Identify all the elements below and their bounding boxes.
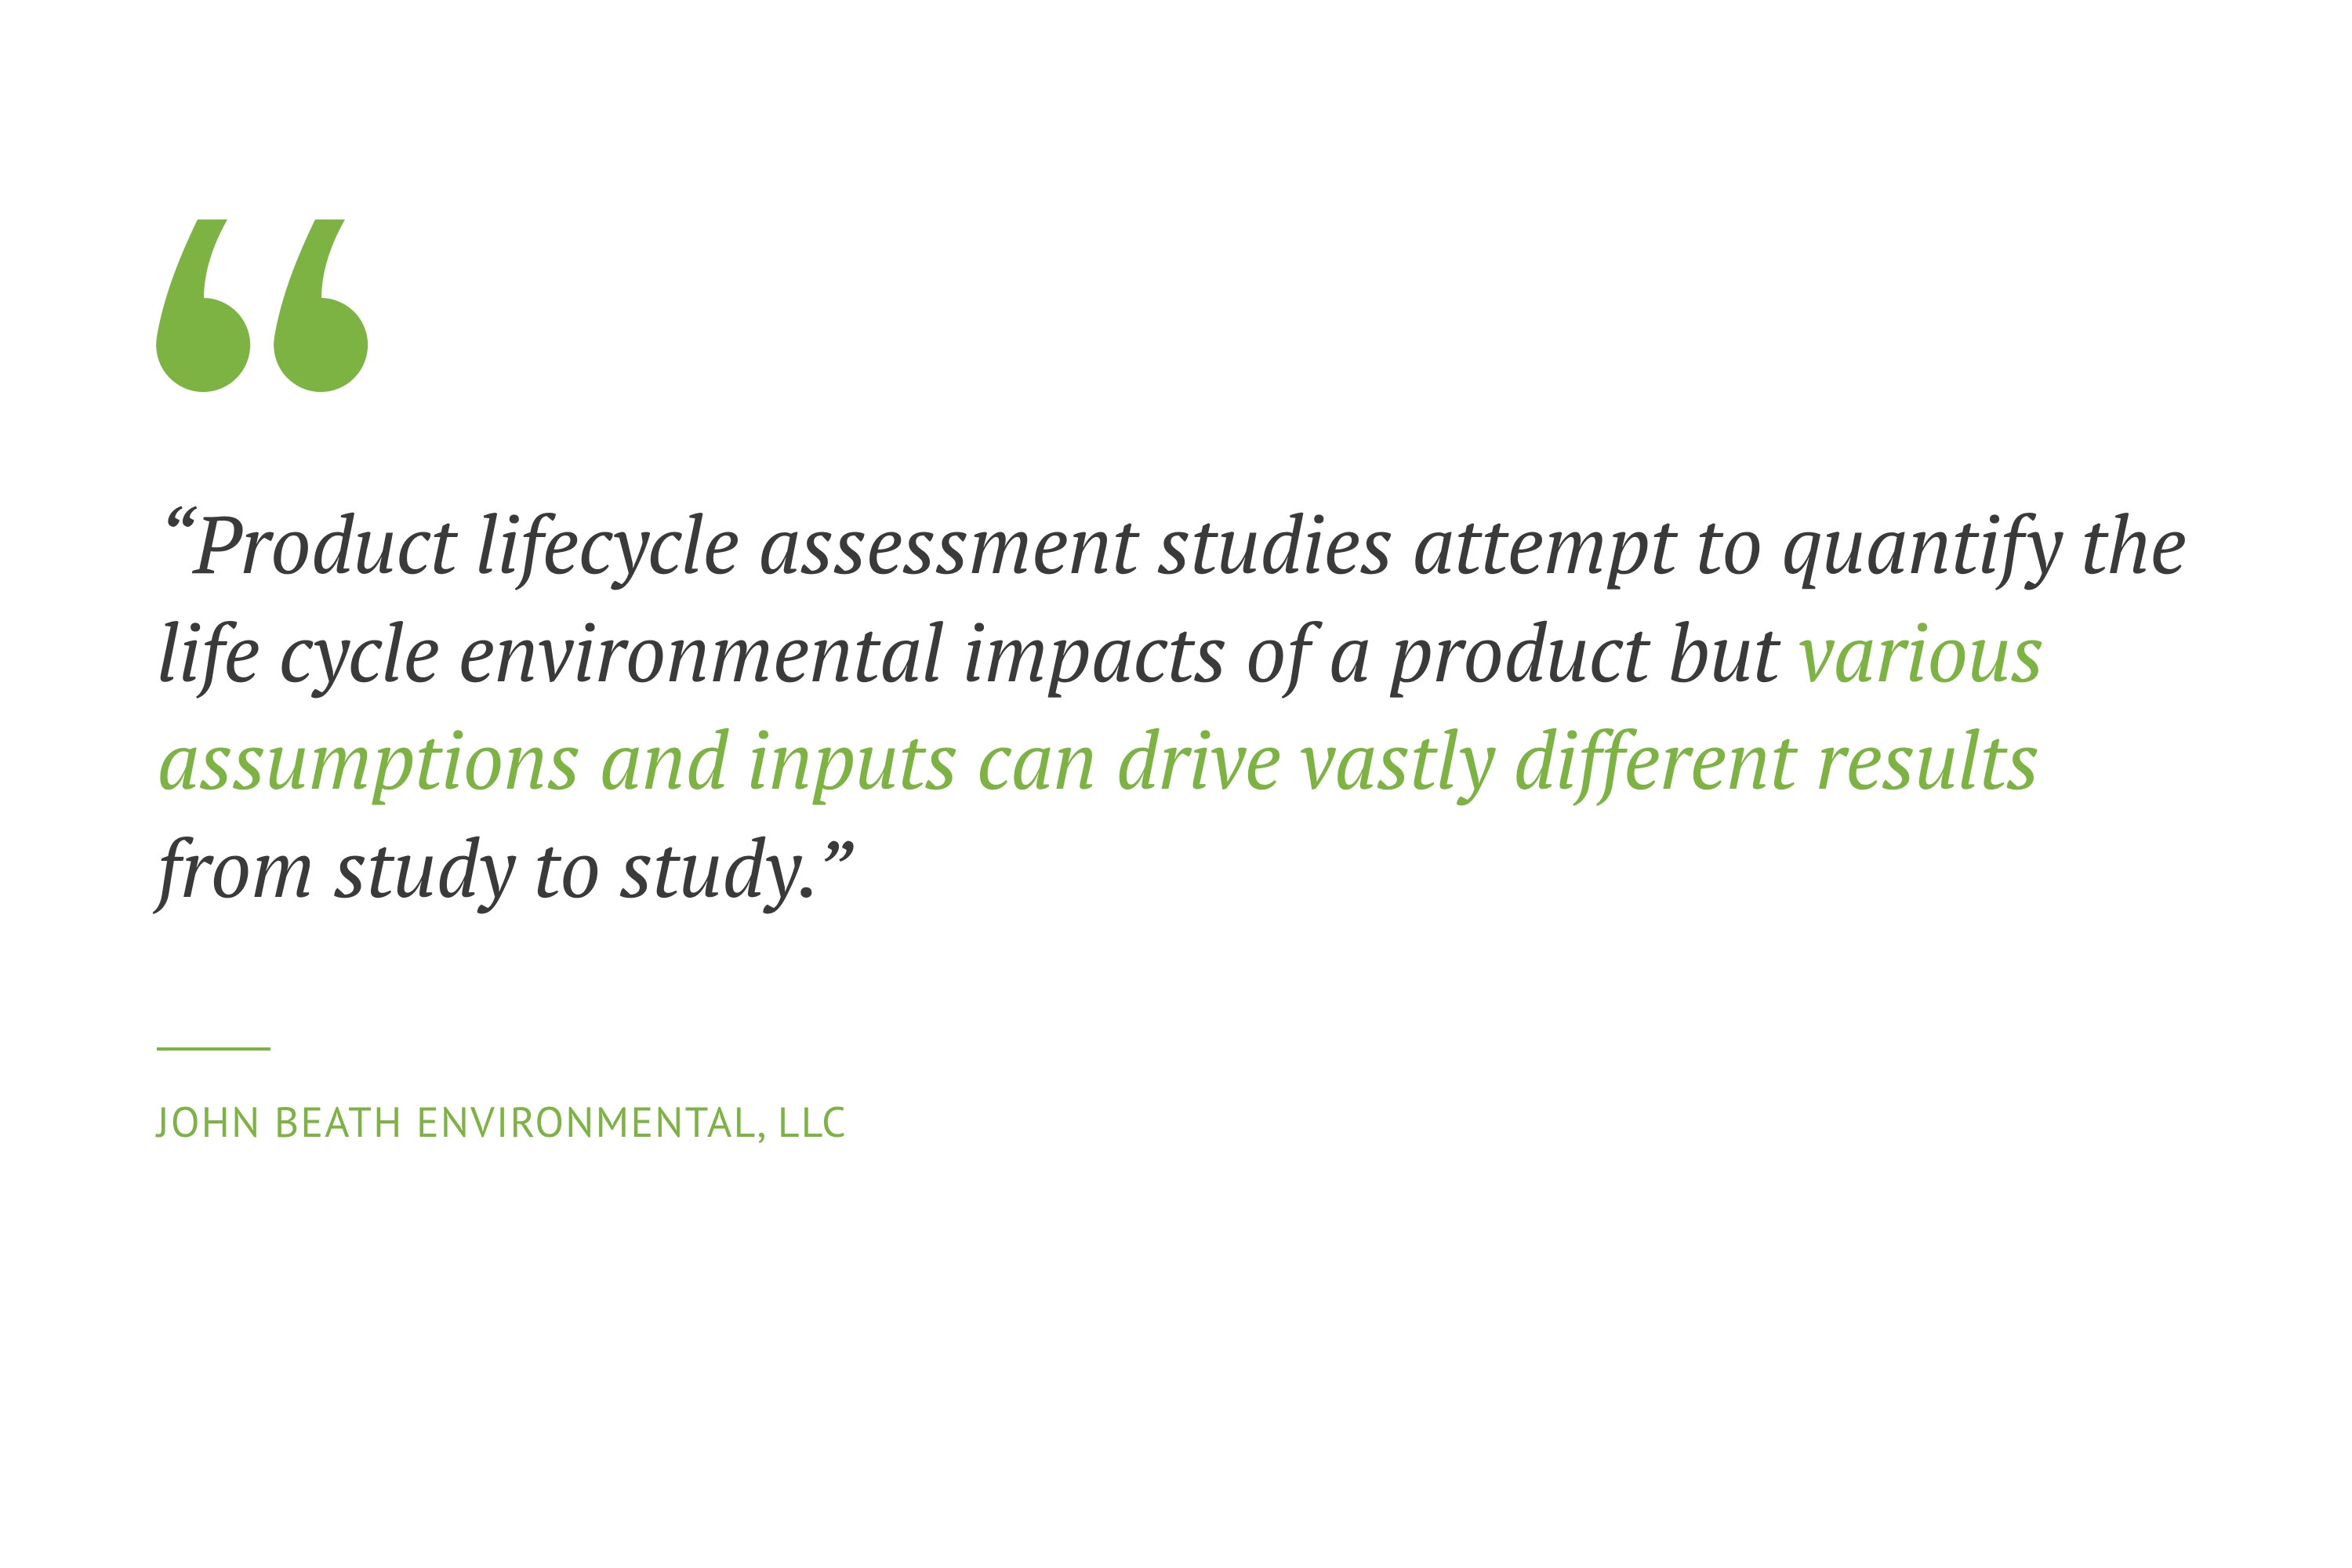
quote-part2: from study to study.”: [157, 815, 851, 920]
divider: [157, 1047, 270, 1051]
quote-text: “Product lifecycle assessment studies at…: [157, 490, 2195, 922]
attribution: JOHN BEATH ENVIRONMENTAL, LLC: [157, 1094, 2195, 1149]
quote-mark-icon: [149, 220, 2195, 396]
